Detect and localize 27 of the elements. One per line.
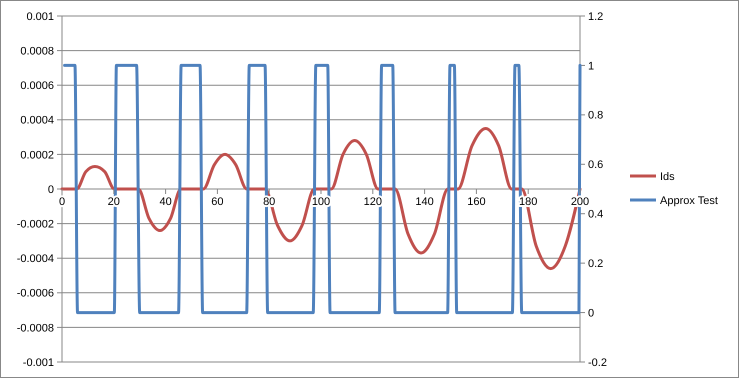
y-tick-label: 0.0006: [20, 80, 54, 92]
y-tick-label: 0: [48, 184, 54, 196]
y2-tick-label: 0.8: [588, 110, 604, 122]
y2-tick-label: 0.6: [588, 159, 604, 172]
y2-tick-label: 0: [588, 307, 594, 320]
y-tick-label: -0.0008: [16, 322, 54, 334]
x-tick-label: 60: [211, 196, 224, 208]
x-tick-label: 40: [159, 196, 172, 208]
legend-label: Approx Test: [660, 194, 718, 207]
y-tick-label: 0.001: [26, 10, 54, 23]
y2-tick-label: -0.2: [588, 356, 607, 369]
y-tick-label: -0.001: [22, 356, 54, 369]
y-tick-label: 0.0008: [20, 45, 54, 58]
y-tick-label: -0.0004: [16, 253, 54, 266]
y-tick-label: -0.0006: [16, 288, 54, 300]
y2-tick-label: 1.2: [588, 10, 604, 23]
x-tick-label: 80: [263, 196, 276, 208]
y-tick-label: -0.0002: [16, 218, 54, 230]
x-tick-label: 0: [58, 196, 66, 208]
x-tick-label: 140: [415, 196, 434, 208]
x-tick-label: 160: [467, 196, 486, 208]
y2-tick-label: 0.2: [588, 258, 604, 270]
y-tick-label: 0.0004: [20, 114, 54, 127]
y2-tick-label: 0.4: [588, 208, 604, 221]
y2-tick-label: 1: [588, 60, 594, 72]
y-tick-label: 0.0002: [20, 149, 54, 162]
legend-label: Ids: [660, 170, 676, 183]
